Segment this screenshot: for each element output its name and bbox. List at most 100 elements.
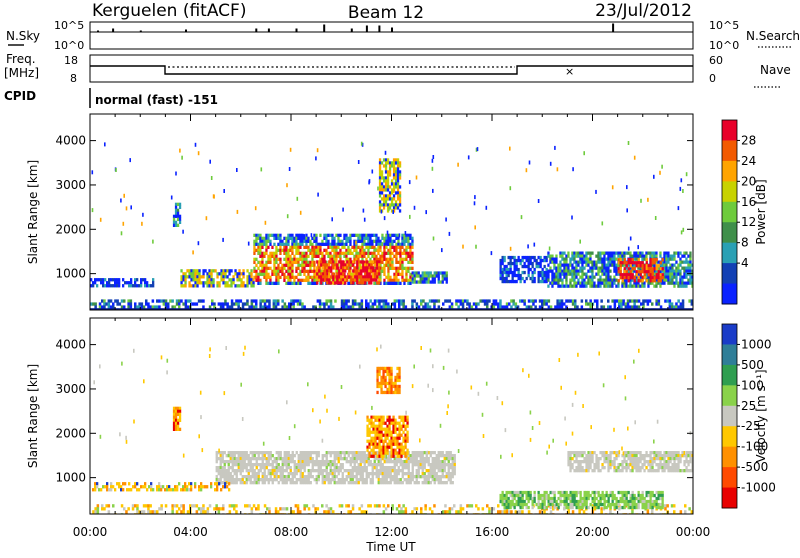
echo-cell bbox=[261, 246, 263, 249]
echo-cell bbox=[242, 463, 244, 466]
echo-cell bbox=[671, 276, 673, 279]
echo-cell bbox=[317, 148, 319, 152]
echo-cell bbox=[667, 258, 669, 261]
echo-cell bbox=[275, 270, 277, 273]
echo-cell bbox=[412, 478, 414, 481]
echo-cell bbox=[426, 457, 428, 460]
echo-cell bbox=[306, 504, 309, 507]
echo-cell bbox=[631, 305, 634, 308]
echo-cell bbox=[314, 507, 317, 510]
echo-cell bbox=[406, 466, 408, 469]
echo-cell bbox=[553, 261, 555, 264]
echo-cell bbox=[118, 281, 120, 284]
echo-cell bbox=[426, 274, 428, 277]
echo-cell bbox=[340, 469, 342, 472]
echo-cell bbox=[200, 507, 203, 510]
echo-cell bbox=[609, 285, 611, 288]
echo-cell bbox=[559, 299, 562, 302]
echo-cell bbox=[362, 275, 364, 278]
echo-cell bbox=[334, 275, 336, 278]
echo-cell bbox=[397, 185, 399, 188]
echo-cell bbox=[394, 460, 396, 463]
echo-cell bbox=[391, 200, 393, 203]
echo-cell bbox=[685, 252, 687, 255]
echo-cell bbox=[248, 272, 250, 275]
echo-cell bbox=[409, 246, 411, 249]
echo-cell bbox=[202, 281, 204, 284]
echo-cell bbox=[407, 246, 409, 249]
echo-cell bbox=[430, 472, 432, 475]
echo-cell bbox=[669, 299, 672, 302]
echo-cell bbox=[383, 299, 386, 302]
echo-cell bbox=[316, 460, 318, 463]
echo-cell bbox=[120, 199, 122, 203]
echo-cell bbox=[306, 475, 308, 478]
echo-cell bbox=[387, 182, 389, 185]
echo-cell bbox=[141, 222, 143, 226]
echo-cell bbox=[198, 275, 200, 278]
echo-cell bbox=[369, 237, 371, 240]
echo-cell bbox=[298, 478, 300, 481]
echo-cell bbox=[202, 507, 205, 510]
echo-cell bbox=[454, 472, 456, 475]
echo-cell bbox=[420, 280, 422, 283]
echo-cell bbox=[94, 281, 96, 284]
echo-cell bbox=[178, 305, 181, 308]
echo-cell bbox=[585, 264, 587, 267]
echo-cell bbox=[114, 281, 116, 284]
echo-cell bbox=[615, 279, 617, 282]
echo-cell bbox=[391, 234, 393, 237]
echo-cell bbox=[286, 460, 288, 463]
echo-cell bbox=[422, 472, 424, 475]
echo-cell bbox=[307, 255, 309, 258]
echo-cell bbox=[357, 237, 359, 240]
echo-cell bbox=[366, 478, 368, 481]
echo-cell bbox=[215, 504, 218, 507]
echo-cell bbox=[260, 451, 262, 454]
echo-cell bbox=[567, 264, 569, 267]
echo-cell bbox=[94, 302, 97, 305]
echo-cell bbox=[603, 270, 605, 273]
echo-cell bbox=[368, 263, 370, 266]
freq-trace bbox=[90, 66, 693, 74]
echo-cell bbox=[180, 281, 182, 284]
echo-cell bbox=[238, 460, 240, 463]
echo-cell bbox=[405, 305, 408, 308]
echo-cell bbox=[259, 305, 262, 308]
echo-cell bbox=[662, 258, 664, 261]
echo-cell bbox=[274, 478, 276, 481]
echo-cell bbox=[381, 252, 383, 255]
echo-cell bbox=[628, 141, 630, 145]
echo-cell bbox=[682, 305, 685, 308]
echo-cell bbox=[449, 299, 452, 302]
echo-cell bbox=[246, 275, 248, 278]
echo-cell bbox=[380, 460, 382, 463]
echo-cell bbox=[158, 299, 161, 302]
echo-cell bbox=[324, 463, 326, 466]
echo-cell bbox=[642, 264, 644, 267]
echo-cell bbox=[444, 469, 446, 472]
echo-cell bbox=[251, 302, 254, 305]
echo-cell bbox=[240, 481, 242, 484]
echo-cell bbox=[340, 278, 342, 281]
echo-cell bbox=[280, 475, 282, 478]
echo-cell bbox=[346, 460, 348, 463]
echo-cell bbox=[275, 237, 277, 240]
echo-cell bbox=[409, 276, 411, 279]
echo-cell bbox=[222, 466, 224, 469]
echo-cell bbox=[547, 270, 549, 273]
echo-cell bbox=[497, 510, 500, 513]
echo-cell bbox=[583, 258, 585, 261]
echo-cell bbox=[141, 305, 144, 308]
echo-cell bbox=[230, 472, 232, 475]
echo-cell bbox=[405, 258, 407, 261]
echo-cell bbox=[642, 267, 644, 270]
echo-cell bbox=[376, 281, 378, 284]
echo-cell bbox=[414, 277, 416, 280]
echo-cell bbox=[551, 255, 553, 258]
echo-cell bbox=[402, 472, 404, 475]
echo-cell bbox=[559, 255, 561, 258]
echo-cell bbox=[647, 302, 650, 305]
echo-cell bbox=[268, 472, 270, 475]
echo-cell bbox=[680, 302, 683, 305]
